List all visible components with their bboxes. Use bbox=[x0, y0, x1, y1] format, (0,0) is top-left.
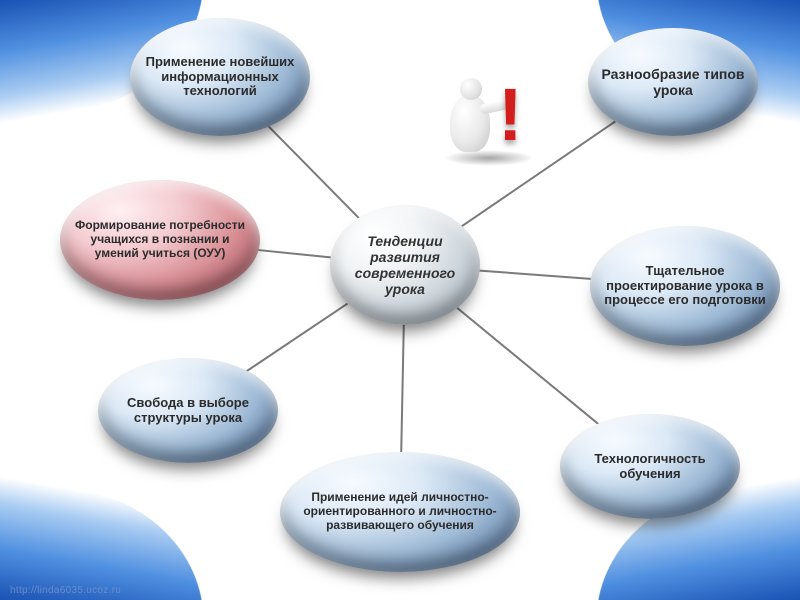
center-label: Тенденции развития современного урока bbox=[340, 233, 470, 297]
node-ouu-label: Формирование потребности учащихся в позн… bbox=[70, 219, 250, 260]
node-freedom: Свобода в выборе структуры урока bbox=[98, 358, 278, 463]
node-tech: Применение новейших информационных техно… bbox=[130, 18, 310, 136]
node-variety-label: Разнообразие типов урока bbox=[598, 66, 748, 98]
node-personal: Применение идей личностно-ориентированно… bbox=[280, 452, 520, 572]
node-freedom-label: Свобода в выборе структуры урока bbox=[108, 396, 268, 426]
corner-decor-bl bbox=[0, 467, 224, 600]
node-variety: Разнообразие типов урока bbox=[588, 28, 758, 136]
node-design: Тщательное проектирование урока в процес… bbox=[590, 226, 780, 346]
node-techness-label: Технологичность обучения bbox=[570, 452, 730, 482]
node-tech-label: Применение новейших информационных техно… bbox=[140, 55, 300, 100]
center-node: Тенденции развития современного урока bbox=[330, 205, 480, 325]
diagram-stage: Тенденции развития современного урока При… bbox=[0, 0, 800, 600]
node-techness: Технологичность обучения bbox=[560, 414, 740, 519]
node-personal-label: Применение идей личностно-ориентированно… bbox=[290, 491, 510, 532]
node-design-label: Тщательное проектирование урока в процес… bbox=[600, 264, 770, 309]
node-ouu: Формирование потребности учащихся в позн… bbox=[60, 180, 260, 300]
footer-link: http://linda6035.ucoz.ru bbox=[10, 585, 121, 596]
